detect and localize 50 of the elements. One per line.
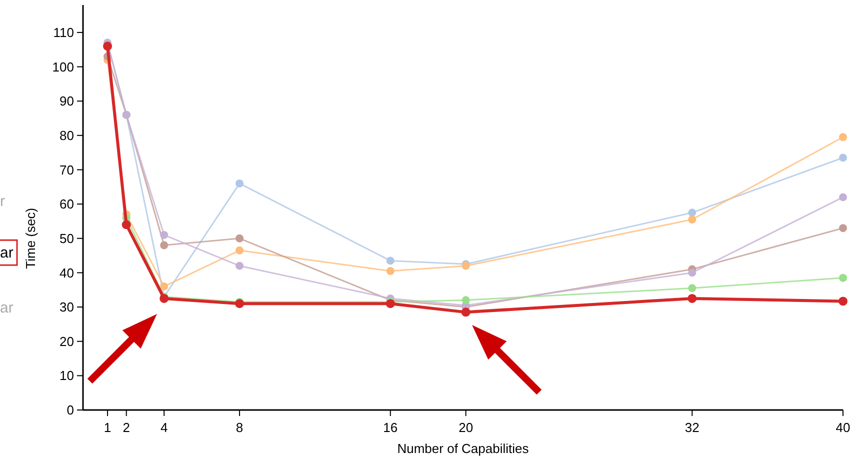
y-tick-label: 30 bbox=[60, 300, 74, 315]
point bbox=[688, 216, 696, 224]
x-tick-label: 16 bbox=[383, 420, 398, 435]
point bbox=[839, 224, 847, 232]
y-axis-title: Time (sec) bbox=[23, 208, 38, 269]
x-axis-title: Number of Capabilities bbox=[397, 441, 530, 456]
x-tick-label: 32 bbox=[684, 420, 700, 435]
point bbox=[839, 154, 847, 162]
y-tick-label: 20 bbox=[60, 334, 74, 349]
point bbox=[386, 256, 394, 265]
point bbox=[386, 266, 394, 275]
y-tick-label: 0 bbox=[66, 402, 74, 418]
point bbox=[236, 179, 244, 188]
text: r bbox=[0, 192, 5, 210]
y-tick-label: 90 bbox=[60, 94, 74, 109]
point bbox=[160, 282, 168, 290]
point bbox=[160, 241, 168, 250]
y-tick-label: 80 bbox=[60, 128, 74, 143]
text: ar bbox=[0, 244, 14, 262]
y-tick-label: 10 bbox=[60, 368, 74, 384]
point bbox=[688, 284, 696, 292]
x-tick-label: 1 bbox=[104, 420, 112, 435]
y-tick-label: 60 bbox=[60, 196, 74, 212]
point bbox=[462, 296, 470, 304]
point bbox=[236, 262, 244, 270]
x-tick-label: 20 bbox=[458, 420, 474, 435]
point bbox=[461, 308, 470, 317]
y-tick-label: 100 bbox=[52, 59, 74, 74]
text: ar bbox=[0, 299, 14, 316]
point bbox=[236, 246, 244, 254]
x-tick-label: 40 bbox=[836, 420, 850, 435]
y-tick-label: 50 bbox=[60, 230, 74, 246]
point bbox=[688, 294, 697, 303]
point bbox=[160, 230, 168, 239]
x-tick-label: 4 bbox=[160, 420, 168, 435]
x-tick-label: 2 bbox=[122, 420, 130, 435]
point bbox=[688, 208, 696, 217]
x-tick-label: 8 bbox=[236, 420, 244, 435]
point bbox=[839, 193, 847, 202]
y-tick-label: 40 bbox=[60, 265, 74, 280]
point bbox=[839, 133, 847, 142]
point bbox=[838, 296, 848, 306]
y-tick-label: 70 bbox=[60, 162, 74, 178]
point bbox=[688, 268, 696, 277]
point bbox=[386, 299, 395, 308]
y-tick-label: 110 bbox=[53, 25, 74, 40]
point bbox=[235, 299, 244, 308]
point bbox=[122, 220, 131, 230]
point bbox=[839, 274, 847, 282]
point bbox=[236, 234, 244, 242]
